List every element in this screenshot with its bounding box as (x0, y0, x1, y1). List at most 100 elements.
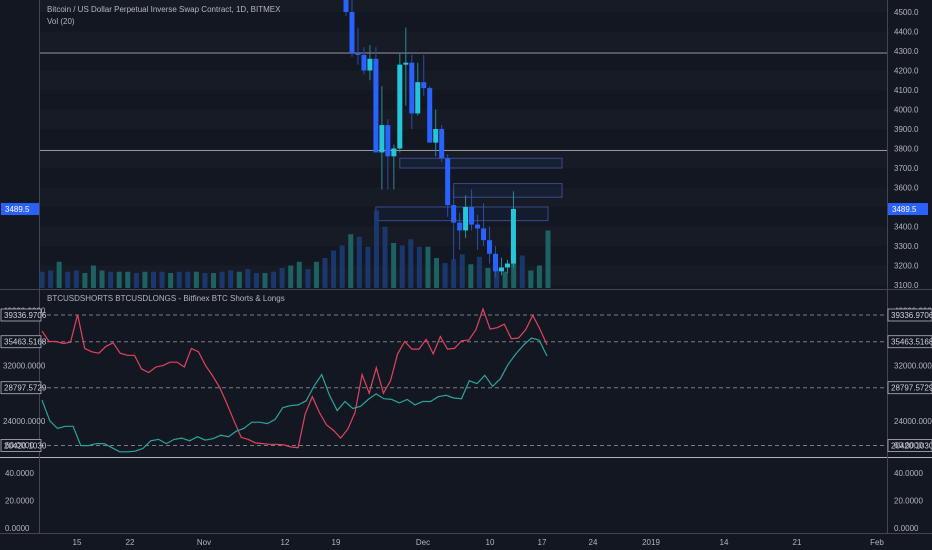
volume-bar (502, 271, 508, 288)
volume-bar (305, 269, 311, 288)
candles (343, 0, 516, 278)
volume-bar (185, 271, 191, 288)
price-tick-label: 3100.0 (894, 281, 919, 290)
indicator-level-label: 39336.9706 (4, 311, 47, 320)
price-tick-label: 4100.0 (894, 86, 919, 95)
volume-bar (434, 258, 440, 288)
volume-bar (271, 271, 277, 288)
date-tick-label: Feb (870, 538, 884, 547)
indicator-level-label: 39336.9706 (891, 311, 932, 320)
drawn-boxes (375, 157, 563, 222)
volume-bar (133, 273, 139, 288)
candle-body (349, 12, 355, 53)
indicator-level-label: 28797.5729 (4, 384, 47, 393)
date-tick-label: Nov (197, 538, 211, 547)
grid-band (40, 226, 887, 246)
volume-bar (262, 273, 268, 288)
price-tick-label: 4400.0 (894, 28, 919, 37)
indicator-level-tag (0, 439, 42, 452)
volume-bar (150, 271, 156, 288)
current-price-label: 3489.5 (5, 205, 30, 214)
volume-bar (56, 261, 62, 288)
indicator-level-tag (0, 308, 42, 322)
candle-body (463, 207, 469, 231)
volume-bar (279, 268, 285, 288)
candle-body (355, 52, 361, 55)
grid-band (40, 109, 887, 129)
bottom-tick-label: 0.0000 (894, 524, 919, 533)
volume-bar (99, 270, 105, 288)
indicator-level-tag (0, 381, 42, 395)
current-price-tag (888, 203, 928, 216)
volume-bar (425, 246, 431, 288)
date-tick-label: 22 (126, 538, 135, 547)
candle-body (504, 263, 510, 268)
bottom-tick-label: 60.0000 (894, 441, 923, 450)
indicator-level-label: 35463.5168 (891, 338, 932, 347)
candle-body (451, 205, 457, 223)
volume-bar (219, 271, 225, 288)
candle-body (391, 148, 397, 157)
candle-body (397, 64, 403, 149)
indicator-title: BTCUSDSHORTS BTCUSDLONGS - Bitfinex BTC … (47, 294, 285, 303)
candle-body (493, 253, 498, 272)
price-tick-label: 3800.0 (894, 145, 919, 154)
volume-bar (476, 256, 482, 288)
bottom-tick-label: 40.0000 (894, 469, 923, 478)
volume-bar (116, 271, 122, 288)
volume-bar (108, 271, 114, 288)
volume-bar (125, 271, 131, 288)
date-tick-label: Dec (416, 538, 430, 547)
date-tick-label: 12 (281, 538, 290, 547)
candle-body (415, 82, 421, 114)
volume-bar (442, 263, 448, 288)
indicator-tick-label: 32000.0000 (894, 362, 932, 371)
candle-body (343, 0, 349, 12)
volume-bar (65, 271, 71, 288)
candle-body (469, 207, 475, 225)
volume-bar (373, 210, 379, 288)
volume-bar (245, 269, 251, 288)
price-tick-label: 3700.0 (894, 164, 919, 173)
volume-bar (48, 270, 54, 288)
volume-bar (528, 270, 534, 288)
indicator-panel[interactable] (40, 290, 887, 457)
indicator-level-tag (887, 335, 932, 349)
bottom-tick-label-left: 40.0000 (5, 469, 34, 478)
axes: 4500.0 4400.0 4300.0 4200.0 4100.0 4000.0 3900… (0, 8, 932, 547)
grid-band (40, 31, 887, 51)
volume-bar (288, 265, 294, 288)
candle-body (427, 88, 433, 143)
volume-bar (536, 265, 542, 288)
zone-box (375, 206, 549, 222)
volume-bar (365, 246, 371, 288)
zone-box (399, 157, 563, 169)
price-tick-label: 4200.0 (894, 67, 919, 76)
candle-body (487, 240, 493, 254)
series-line-btcusdlongs (41, 337, 548, 453)
volume-bar (90, 265, 96, 288)
bottom-tick-label-left: 60.0000 (5, 441, 34, 450)
indicator-tick-label: 24000.0000 (894, 417, 932, 426)
indicator-level-tag (887, 381, 932, 395)
grid-band (40, 0, 887, 12)
chart-title: Bitcoin / US Dollar Perpetual Inverse Sw… (47, 5, 281, 14)
volume-bar (211, 273, 217, 288)
candle-body (367, 58, 373, 71)
date-tick-label: 2019 (642, 538, 660, 547)
volume-bar (202, 273, 208, 288)
volume-bar (408, 239, 414, 288)
indicator-tick-label-left: 32000.0000 (3, 362, 46, 371)
price-tick-label: 3400.0 (894, 223, 919, 232)
candle-body (373, 58, 379, 153)
volume-bar (236, 271, 242, 288)
indicator-level-label: 28797.5729 (891, 384, 932, 393)
indicator-level-tag (0, 335, 42, 349)
volume-bar (73, 270, 79, 288)
zone-box (453, 183, 563, 198)
bottom-panel[interactable] (40, 458, 887, 533)
indicator-level-tag (887, 308, 932, 322)
candle-body (439, 129, 445, 159)
date-tick-label: 24 (589, 538, 598, 547)
